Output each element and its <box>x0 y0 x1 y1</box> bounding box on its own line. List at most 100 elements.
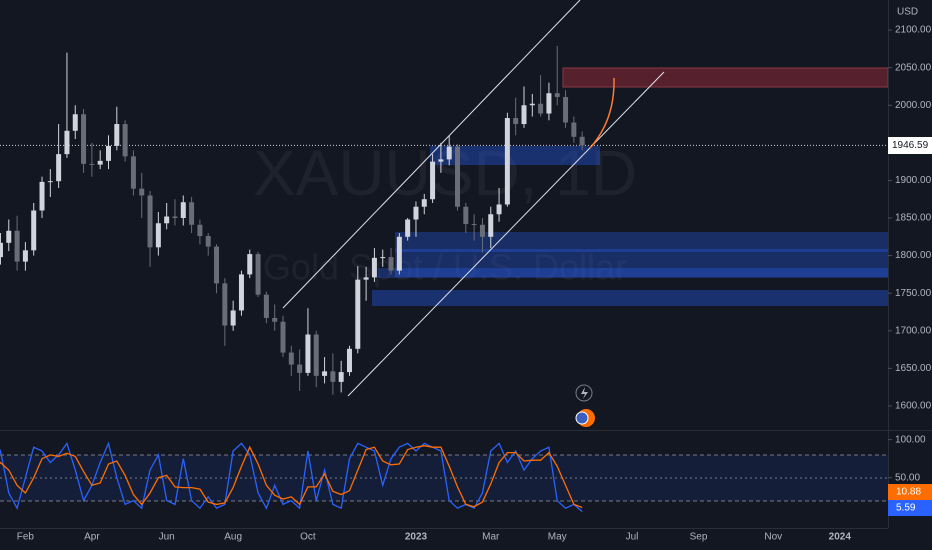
candle-body <box>504 118 510 205</box>
y-tick-label: 2050.00 <box>895 62 932 73</box>
candle-body <box>89 163 95 165</box>
candle-body <box>355 279 361 349</box>
candle-body <box>546 93 552 114</box>
x-tick-label: Nov <box>764 532 782 543</box>
candle-body <box>380 257 386 259</box>
y-tick-label: 1750.00 <box>895 288 932 299</box>
candle-body <box>39 181 45 211</box>
candle-body <box>172 216 178 219</box>
candle-body <box>0 242 3 258</box>
candle-body <box>205 236 211 247</box>
channel-line <box>347 71 665 397</box>
candle-body <box>363 277 369 280</box>
y-tick-label: 2100.00 <box>895 25 932 36</box>
candle-body <box>346 348 352 373</box>
candle-body <box>22 250 28 262</box>
candle-body <box>463 206 469 225</box>
candle-body <box>471 224 477 226</box>
candle-body <box>330 371 336 382</box>
projection-curve <box>589 77 615 149</box>
last-price-box <box>888 137 932 154</box>
candle-body <box>214 246 220 284</box>
candle-body <box>513 118 519 125</box>
stoch-d-box <box>888 484 932 500</box>
x-tick-label: May <box>548 532 567 543</box>
y-tick-label: 50.00 <box>895 472 920 483</box>
y-tick-label: 1900.00 <box>895 175 932 186</box>
stoch-line <box>0 441 583 513</box>
candle-body <box>97 160 103 165</box>
candle-body <box>438 159 444 162</box>
candle-body <box>479 224 485 237</box>
candle-body <box>47 181 53 183</box>
candle-body <box>496 204 502 215</box>
x-tick-label: Feb <box>17 532 35 543</box>
candle-body <box>371 257 377 278</box>
event-icon-glyph <box>581 387 588 399</box>
candle-body <box>56 154 62 182</box>
candle-body <box>122 124 128 157</box>
candle-body <box>189 202 195 225</box>
x-tick-label: Jul <box>626 532 639 543</box>
x-tick-label: Jun <box>159 532 175 543</box>
candle-body <box>322 371 328 376</box>
channel-line <box>282 0 581 309</box>
candle-body <box>14 230 20 262</box>
candle-body <box>430 161 436 200</box>
candle-body <box>105 145 111 161</box>
candle-body <box>488 214 494 237</box>
candle-body <box>247 254 253 275</box>
y-tick-label: 2000.00 <box>895 100 932 111</box>
candle-body <box>446 146 452 160</box>
candle-body <box>164 216 170 224</box>
y-tick-label: 1650.00 <box>895 363 932 374</box>
candle-body <box>388 257 394 271</box>
candle-body <box>554 93 560 97</box>
candle-body <box>72 114 78 131</box>
y-tick-label: 1600.00 <box>895 401 932 412</box>
candle-body <box>155 223 161 248</box>
watermark-title: XAUUSD, 1D <box>253 137 637 209</box>
x-tick-label: Aug <box>224 532 242 543</box>
candle-body <box>288 352 294 365</box>
x-tick-label: 2023 <box>405 532 428 543</box>
supply-zone <box>562 67 889 88</box>
candle-body <box>31 210 37 251</box>
x-tick-label: Apr <box>84 532 100 543</box>
candle-body <box>538 103 544 114</box>
candle-body <box>305 334 311 373</box>
candle-body <box>563 96 569 123</box>
candle-body <box>81 114 87 164</box>
last-price-label: 1946.59 <box>892 140 929 151</box>
stoch-line <box>0 445 583 509</box>
candle-body <box>280 321 286 353</box>
candle-body <box>222 283 228 326</box>
candle-body <box>297 364 303 373</box>
candle-body <box>180 202 186 219</box>
candle-body <box>114 124 120 146</box>
demand-zone <box>372 290 888 306</box>
stoch-k-label: 5.59 <box>896 503 916 514</box>
y-tick-label: 1850.00 <box>895 213 932 224</box>
candle-body <box>405 219 411 237</box>
candle-body <box>197 224 203 237</box>
x-tick-label: 2024 <box>829 532 852 543</box>
candle-body <box>521 105 527 125</box>
y-axis-unit: USD <box>897 7 918 18</box>
stoch-d-label: 10.88 <box>896 487 921 498</box>
candle-body <box>413 206 419 220</box>
watermark-subtitle: Gold Spot / U.S. Dollar <box>263 247 627 288</box>
candle-body <box>313 334 319 376</box>
candle-body <box>529 103 535 106</box>
candle-body <box>263 294 269 318</box>
candle-body <box>130 156 136 189</box>
demand-zone <box>430 146 600 165</box>
candle-body <box>139 188 145 196</box>
x-tick-label: Oct <box>300 532 316 543</box>
candle-body <box>571 122 577 137</box>
candle-body <box>579 136 585 146</box>
stoch-k-box <box>888 500 932 516</box>
x-tick-label: Sep <box>690 532 708 543</box>
candle-body <box>396 236 402 271</box>
demand-zone <box>378 268 888 278</box>
